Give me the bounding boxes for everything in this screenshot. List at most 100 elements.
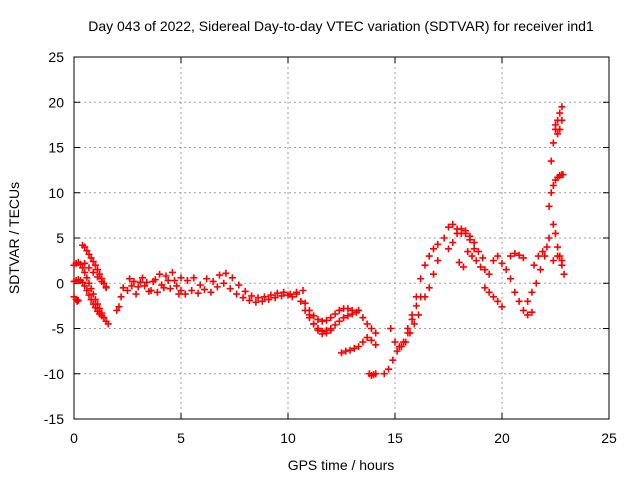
series-arc-af	[549, 252, 568, 278]
data-point	[380, 370, 388, 378]
data-point	[126, 275, 134, 283]
data-point	[474, 248, 482, 256]
data-point	[278, 292, 286, 300]
series-arc-c	[70, 293, 82, 305]
data-point	[245, 296, 253, 304]
data-point	[477, 263, 485, 271]
data-point	[348, 306, 356, 314]
data-point	[141, 282, 149, 290]
data-point	[342, 347, 350, 355]
data-point	[515, 297, 523, 305]
data-point	[323, 329, 331, 337]
data-point	[350, 344, 358, 352]
x-tick-label: 20	[494, 430, 510, 446]
series-arc-i	[181, 279, 292, 306]
data-point	[534, 252, 542, 260]
data-point	[472, 257, 480, 265]
data-point	[85, 264, 93, 272]
data-point	[367, 336, 375, 344]
data-point	[194, 289, 202, 297]
data-point	[76, 260, 84, 268]
data-point	[190, 274, 198, 282]
series-arc-w	[481, 284, 506, 311]
x-tick-label: 15	[387, 430, 403, 446]
data-point	[549, 220, 557, 228]
data-point	[511, 249, 519, 257]
data-point	[314, 326, 322, 334]
data-point	[421, 293, 429, 301]
data-point	[387, 325, 395, 332]
data-point	[260, 293, 268, 301]
data-point	[346, 346, 354, 354]
data-point	[323, 316, 331, 324]
data-point	[119, 284, 127, 292]
data-point	[115, 303, 123, 311]
data-point	[147, 286, 155, 294]
data-point	[412, 302, 420, 310]
data-point	[83, 274, 91, 282]
data-point	[73, 297, 81, 305]
series-arc-v	[455, 248, 506, 278]
series-arc-n	[355, 306, 380, 337]
data-point	[453, 229, 461, 237]
data-point	[104, 320, 112, 328]
y-tick-label: 25	[48, 49, 64, 65]
data-point	[85, 250, 93, 258]
data-point	[239, 294, 247, 302]
data-point	[552, 121, 559, 129]
data-point	[331, 321, 339, 329]
data-point	[543, 243, 551, 251]
data-point	[556, 109, 564, 117]
data-point	[168, 268, 176, 276]
data-point	[151, 276, 159, 284]
data-point	[138, 274, 146, 282]
data-point	[481, 284, 489, 292]
data-point	[136, 278, 144, 286]
data-point	[434, 240, 442, 248]
data-point	[156, 270, 164, 278]
data-point	[434, 257, 442, 265]
data-point	[547, 189, 555, 197]
data-point	[335, 306, 343, 314]
data-point	[400, 338, 408, 346]
data-point	[389, 356, 397, 364]
y-tick-label: -5	[52, 321, 65, 337]
series-arc-m	[338, 334, 380, 357]
data-point	[417, 275, 425, 283]
data-point	[372, 329, 380, 337]
data-point	[143, 278, 151, 286]
data-point	[549, 257, 557, 265]
series-arc-aa	[530, 243, 551, 269]
data-point	[545, 234, 553, 242]
data-point	[558, 116, 566, 124]
series-arc-e	[81, 259, 110, 291]
series-arc-o	[365, 370, 380, 380]
data-point	[556, 125, 564, 133]
data-point	[524, 311, 532, 319]
data-point	[440, 234, 448, 242]
chart-title: Day 043 of 2022, Sidereal Day-to-day VTE…	[88, 18, 594, 34]
data-point	[344, 312, 352, 320]
data-point	[220, 279, 228, 287]
data-point	[549, 182, 557, 190]
data-point	[81, 268, 89, 276]
data-point	[554, 243, 562, 251]
data-point	[459, 263, 467, 271]
data-point	[554, 130, 562, 138]
series-arc-g	[126, 268, 185, 294]
data-point	[547, 157, 555, 165]
data-point	[502, 266, 510, 274]
data-point	[102, 283, 110, 291]
data-point	[515, 251, 523, 259]
data-point	[299, 286, 307, 294]
data-point	[455, 258, 463, 266]
x-axis-label: GPS time / hours	[288, 457, 395, 473]
series-arc-y	[507, 249, 527, 262]
data-point	[91, 261, 99, 269]
data-point	[355, 343, 363, 351]
data-point	[359, 338, 367, 346]
y-tick-label: -10	[44, 366, 64, 382]
data-point	[89, 268, 97, 276]
data-point	[310, 320, 318, 328]
data-point	[222, 269, 230, 277]
